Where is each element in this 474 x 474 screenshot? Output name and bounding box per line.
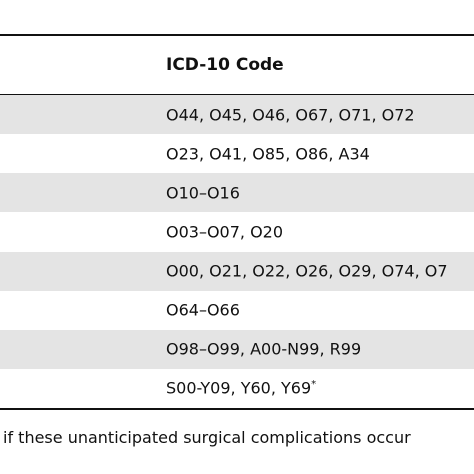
- cell-text: S00-Y09, Y60, Y69: [166, 378, 312, 398]
- footnote: if these unanticipated surgical complica…: [3, 428, 411, 447]
- table-row: O64–O66: [0, 291, 474, 330]
- table-cell: O10–O16: [166, 183, 240, 202]
- cell-text: O03–O07, O20: [166, 222, 284, 242]
- table-cell: O00, O21, O22, O26, O29, O74, O7: [166, 262, 448, 281]
- cell-text: O00, O21, O22, O26, O29, O74, O7: [166, 261, 448, 281]
- top-rule: [0, 34, 474, 36]
- cell-text: O10–O16: [166, 183, 240, 203]
- bottom-rule: [0, 408, 474, 410]
- table-row: O23, O41, O85, O86, A34: [0, 134, 474, 173]
- table-row: O44, O45, O46, O67, O71, O72: [0, 95, 474, 135]
- table-row: O98–O99, A00-N99, R99: [0, 329, 474, 369]
- table-cell: O98–O99, A00-N99, R99: [166, 340, 361, 359]
- cell-text: O44, O45, O46, O67, O71, O72: [166, 105, 415, 125]
- header-rule: [0, 94, 474, 95]
- table-row: O10–O16: [0, 173, 474, 213]
- table-row: S00-Y09, Y60, Y69*: [0, 369, 474, 408]
- header-cell: ICD-10 Code: [166, 55, 284, 75]
- table-cell: O64–O66: [166, 301, 240, 320]
- cell-text: O98–O99, A00-N99, R99: [166, 339, 362, 359]
- table-row: O03–O07, O20: [0, 212, 474, 251]
- cell-text: O64–O66: [166, 300, 240, 320]
- table-cell: S00-Y09, Y60, Y69*: [166, 379, 316, 398]
- table-cell: O03–O07, O20: [166, 222, 283, 241]
- note-mark: *: [311, 379, 317, 391]
- header-row: ICD-10 Code: [0, 36, 474, 94]
- cell-text: O23, O41, O85, O86, A34: [166, 144, 370, 164]
- table-cell: O23, O41, O85, O86, A34: [166, 144, 370, 163]
- table-row: O00, O21, O22, O26, O29, O74, O7: [0, 251, 474, 291]
- table-cell: O44, O45, O46, O67, O71, O72: [166, 105, 415, 124]
